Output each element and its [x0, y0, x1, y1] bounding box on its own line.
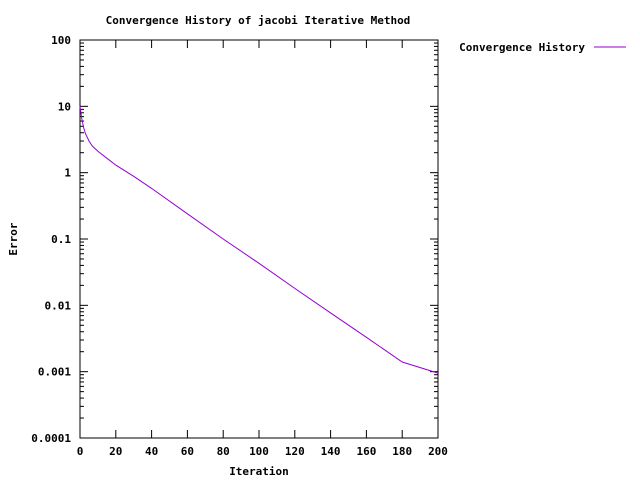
- y-axis-label: Error: [7, 222, 20, 255]
- x-tick-label: 80: [217, 445, 230, 458]
- x-tick-label: 120: [285, 445, 305, 458]
- legend: Convergence History: [459, 41, 626, 54]
- y-tick-label: 100: [51, 34, 71, 47]
- series-line-convergence-history: [79, 106, 439, 374]
- x-tick-label: 0: [77, 445, 84, 458]
- y-tick-label: 10: [58, 100, 71, 113]
- x-tick-label: 100: [249, 445, 269, 458]
- y-tick-label: 1: [64, 167, 71, 180]
- y-tick-label: 0.001: [38, 366, 71, 379]
- y-tick-label: 0.01: [45, 299, 72, 312]
- x-axis-ticks: 0 20 40 60 80 100 120 140 160 180 200: [77, 40, 448, 458]
- x-tick-label: 140: [321, 445, 341, 458]
- legend-label: Convergence History: [459, 41, 585, 54]
- x-tick-label: 60: [181, 445, 194, 458]
- x-tick-label: 180: [392, 445, 412, 458]
- x-axis-label: Iteration: [229, 465, 289, 478]
- x-tick-label: 160: [356, 445, 376, 458]
- x-tick-label: 200: [428, 445, 448, 458]
- y-tick-label: 0.0001: [31, 432, 71, 445]
- plot-area-frame: [79, 39, 439, 439]
- y-tick-label: 0.1: [51, 233, 71, 246]
- y-axis-ticks: 0.0001 0.001 0.01 0.1 1 10 100: [31, 34, 438, 445]
- x-tick-label: 20: [109, 445, 122, 458]
- x-tick-label: 40: [145, 445, 158, 458]
- chart-title: Convergence History of jacobi Iterative …: [106, 14, 411, 27]
